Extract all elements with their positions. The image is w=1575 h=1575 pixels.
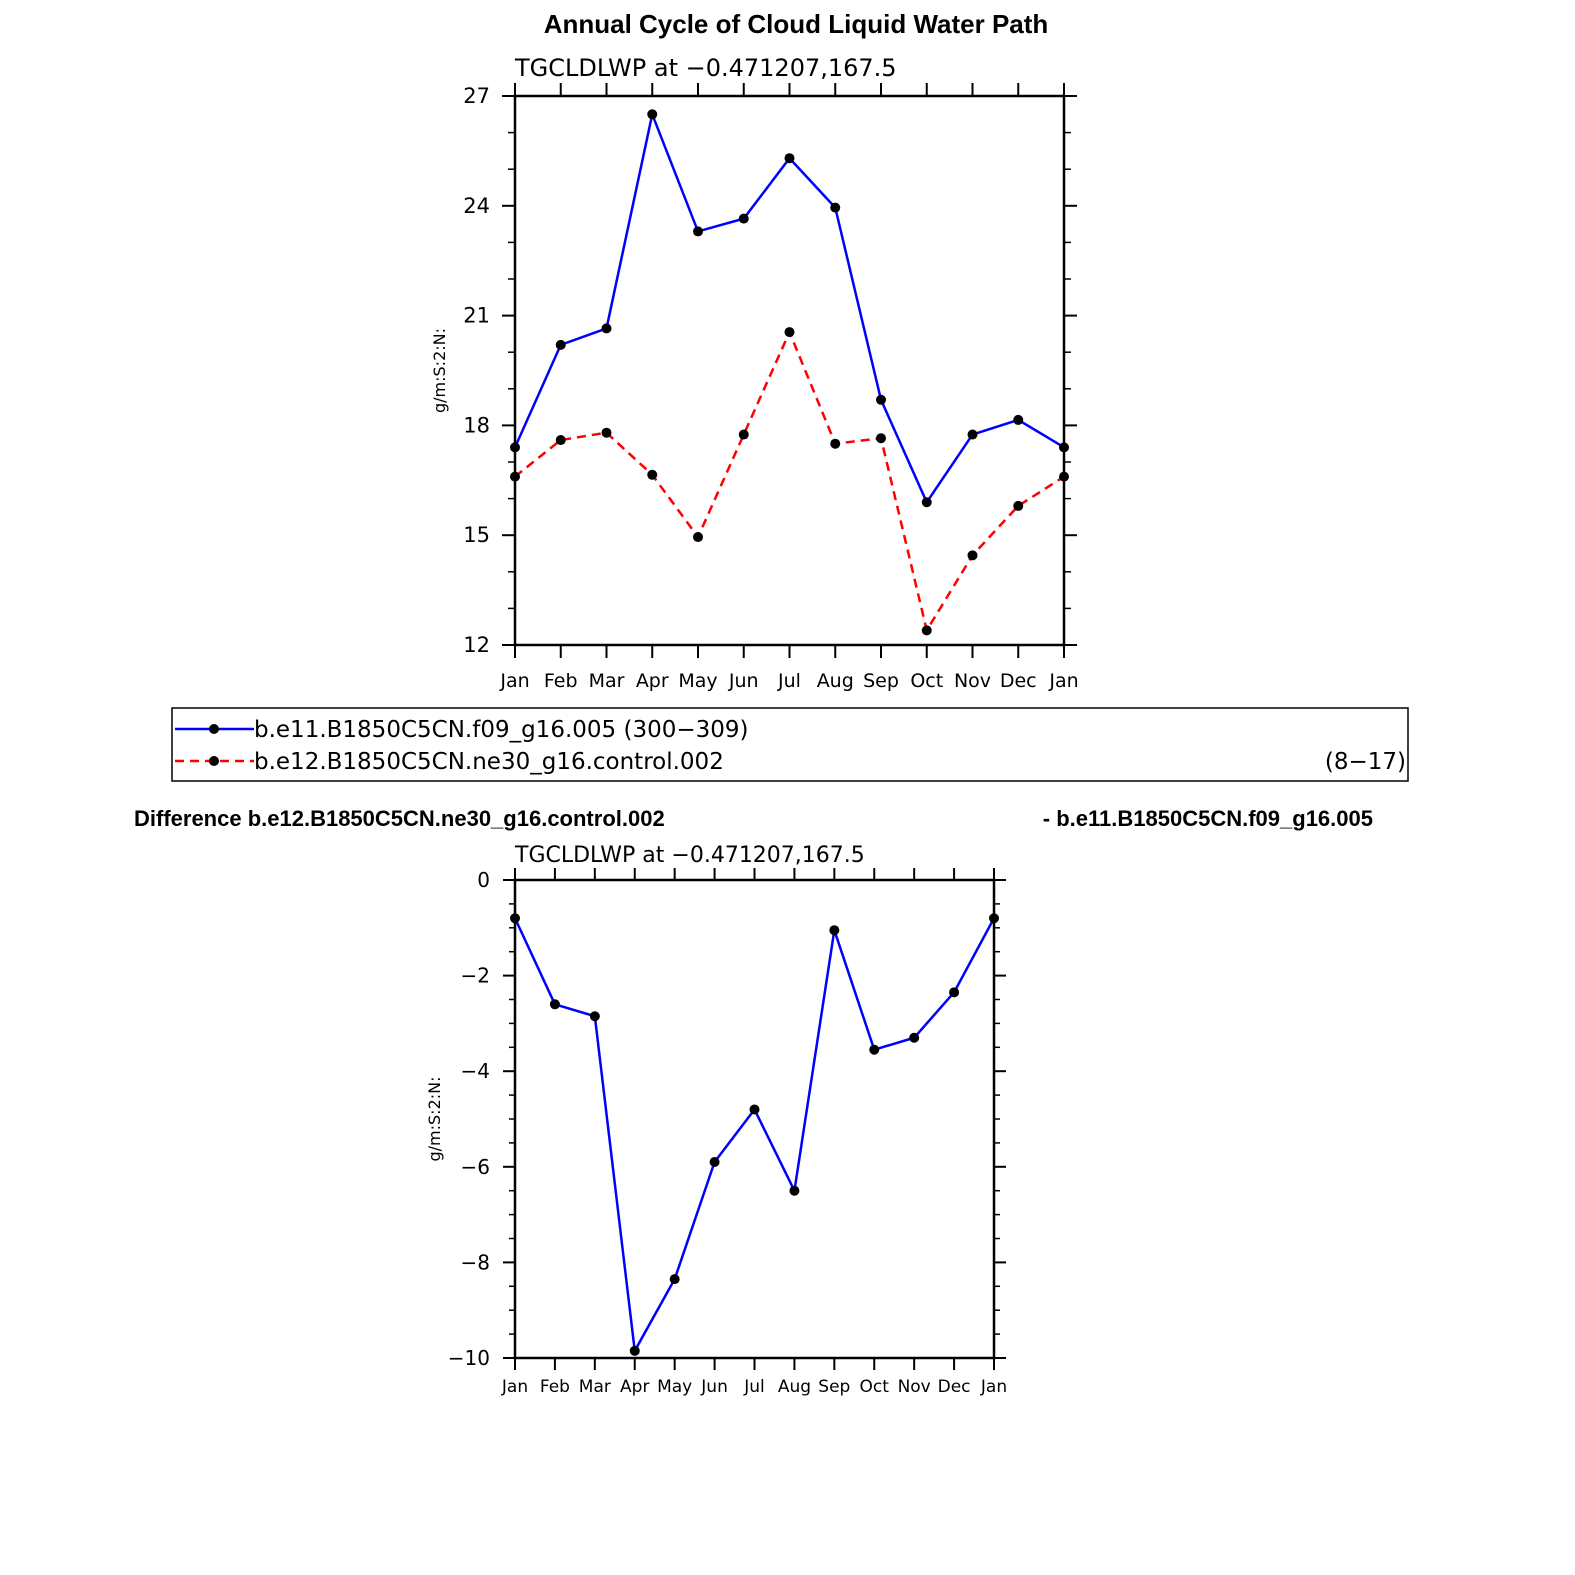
chart2-series-1-point — [549, 999, 560, 1010]
chart2-series-1-point — [749, 1104, 760, 1115]
chart1-series-1-point — [876, 394, 886, 405]
chart1-x-tick-label: Oct — [910, 670, 943, 692]
chart1-subtitle: TGCLDLWP at −0.471207,167.5 — [514, 54, 897, 82]
chart1-series-2-point — [738, 429, 749, 440]
chart2-y-tick-label: −10 — [448, 1346, 490, 1370]
chart1-series-1-point — [555, 339, 566, 350]
chart1-series-2-point — [830, 438, 841, 449]
chart2-series-1-point — [869, 1044, 880, 1055]
chart1-x-tick-label: Nov — [954, 670, 991, 692]
chart1-series-2-point — [555, 435, 566, 446]
chart1-y-axis-label: g/m:S:2:N: — [430, 328, 449, 413]
chart1-y-tick-label: 21 — [463, 304, 490, 328]
chart2-y-tick-label: −2 — [461, 964, 490, 988]
chart1-x-tick-label: May — [678, 670, 717, 692]
chart1-series-2-point — [693, 532, 703, 543]
chart1-x-tick-label: Mar — [589, 670, 625, 692]
chart1-series-2-point — [1059, 471, 1069, 482]
chart2-series-1-point — [709, 1157, 720, 1168]
chart2-y-axis-label: g/m:S:2:N: — [425, 1077, 444, 1162]
chart2-series-1-line — [513, 917, 996, 1355]
chart1-series-2-point — [510, 471, 520, 482]
chart-difference: TGCLDLWP at −0.471207,167.5 g/m:S:2:N: Jan… — [425, 843, 1007, 1397]
chart1-series-2-point — [876, 433, 886, 444]
chart1-series-1-point — [1059, 442, 1069, 453]
chart1-series-1-point — [601, 323, 612, 334]
chart2-x-tick-label: Jun — [700, 1377, 728, 1397]
chart2-series-1-point — [629, 1345, 640, 1356]
chart1-series-2-point — [647, 469, 658, 480]
legend-marker-2 — [209, 756, 219, 766]
chart1-series-2-line — [514, 328, 1065, 634]
chart2-series-1-point — [669, 1274, 680, 1285]
chart1-x-tick-label: Jan — [499, 670, 529, 692]
chart1-series-2-point — [921, 625, 932, 636]
difference-title-right: - b.e11.B1850C5CN.f09_g16.005 — [1043, 806, 1373, 831]
chart1-series-1-point — [830, 202, 841, 213]
chart1-series-1-point — [921, 497, 932, 508]
chart2-x-tick-label: Aug — [778, 1377, 811, 1397]
figure-title: Annual Cycle of Cloud Liquid Water Path — [544, 9, 1049, 39]
chart2-series-1-point — [909, 1032, 920, 1043]
chart1-series-2-point — [967, 550, 978, 561]
chart1-series-1-point — [1013, 414, 1024, 425]
legend-label-2: b.e12.B1850C5CN.ne30_g16.control.002 — [254, 749, 724, 775]
chart1-y-tick-label: 15 — [463, 523, 490, 547]
chart-annual-cycle: TGCLDLWP at −0.471207,167.5 g/m:S:2:N: Jan… — [430, 54, 1079, 692]
chart2-x-tick-label: Jan — [501, 1377, 528, 1397]
chart2-y-tick-label: −4 — [461, 1059, 490, 1083]
chart1-x-tick-label: Feb — [544, 670, 578, 692]
chart2-x-tick-label: Apr — [620, 1377, 649, 1397]
chart2-x-tick-label: Sep — [818, 1377, 850, 1397]
chart2-x-tick-label: Oct — [860, 1377, 890, 1397]
chart1-y-tick-label: 24 — [463, 194, 490, 218]
chart2-x-tick-label: Jul — [743, 1377, 765, 1397]
chart2-x-tick-label: Feb — [540, 1377, 570, 1397]
legend-marker-1 — [209, 724, 219, 734]
chart2-series-1-point — [829, 925, 840, 936]
chart1-x-tick-label: Jun — [728, 670, 759, 692]
chart1-x-tick-label: Jul — [777, 670, 801, 692]
chart1-series-1-point — [510, 442, 520, 453]
chart1-series-1-point — [967, 429, 978, 440]
chart1-y-tick-label: 18 — [463, 413, 490, 437]
chart1-x-tick-label: Dec — [1000, 670, 1037, 692]
legend-label-1: b.e11.B1850C5CN.f09_g16.005 (300−309) — [254, 717, 749, 743]
chart2-series-1-point — [989, 913, 999, 924]
chart1-series-2-point — [601, 427, 612, 438]
chart2-plot-frame — [513, 878, 996, 1360]
chart2-y-tick-label: −8 — [461, 1250, 490, 1274]
chart1-y-tick-label: 12 — [463, 633, 490, 657]
chart1-series-2-point — [1013, 500, 1024, 511]
chart1-x-tick-label: Aug — [817, 670, 854, 692]
chart2-x-tick-label: Dec — [938, 1377, 971, 1397]
chart2-x-tick-label: Nov — [898, 1377, 931, 1397]
chart2-x-tick-label: Mar — [579, 1377, 611, 1397]
chart1-series-1-point — [738, 213, 749, 224]
chart2-y-tick-label: −6 — [461, 1155, 490, 1179]
chart2-x-tick-label: Jan — [980, 1377, 1007, 1397]
difference-title-left: Difference b.e12.B1850C5CN.ne30_g16.cont… — [134, 806, 665, 831]
chart1-x-tick-label: Sep — [863, 670, 899, 692]
chart1-series-1-point — [693, 226, 703, 237]
chart2-series-1-point — [510, 913, 520, 924]
chart1-x-tick-label: Jan — [1048, 670, 1078, 692]
legend-suffix-2: (8−17) — [1325, 749, 1406, 775]
chart1-series-1-point — [647, 109, 658, 120]
chart2-series-1-point — [789, 1185, 800, 1196]
chart2-series-1-point — [949, 987, 960, 998]
chart1-series-1-line — [513, 109, 1065, 505]
chart2-series-1-point — [589, 1011, 600, 1022]
chart2-x-tick-label: May — [657, 1377, 692, 1397]
chart2-y-tick-label: 0 — [477, 868, 490, 892]
chart1-x-tick-label: Apr — [636, 670, 669, 692]
chart2-subtitle: TGCLDLWP at −0.471207,167.5 — [514, 843, 865, 868]
legend-box — [171, 707, 1409, 782]
legend: b.e11.B1850C5CN.f09_g16.005 (300−309) b.e… — [171, 707, 1409, 782]
chart1-series-2-point — [784, 327, 795, 338]
chart1-plot-frame — [513, 94, 1066, 647]
chart1-series-1-point — [784, 153, 795, 164]
chart1-y-tick-label: 27 — [463, 84, 490, 108]
